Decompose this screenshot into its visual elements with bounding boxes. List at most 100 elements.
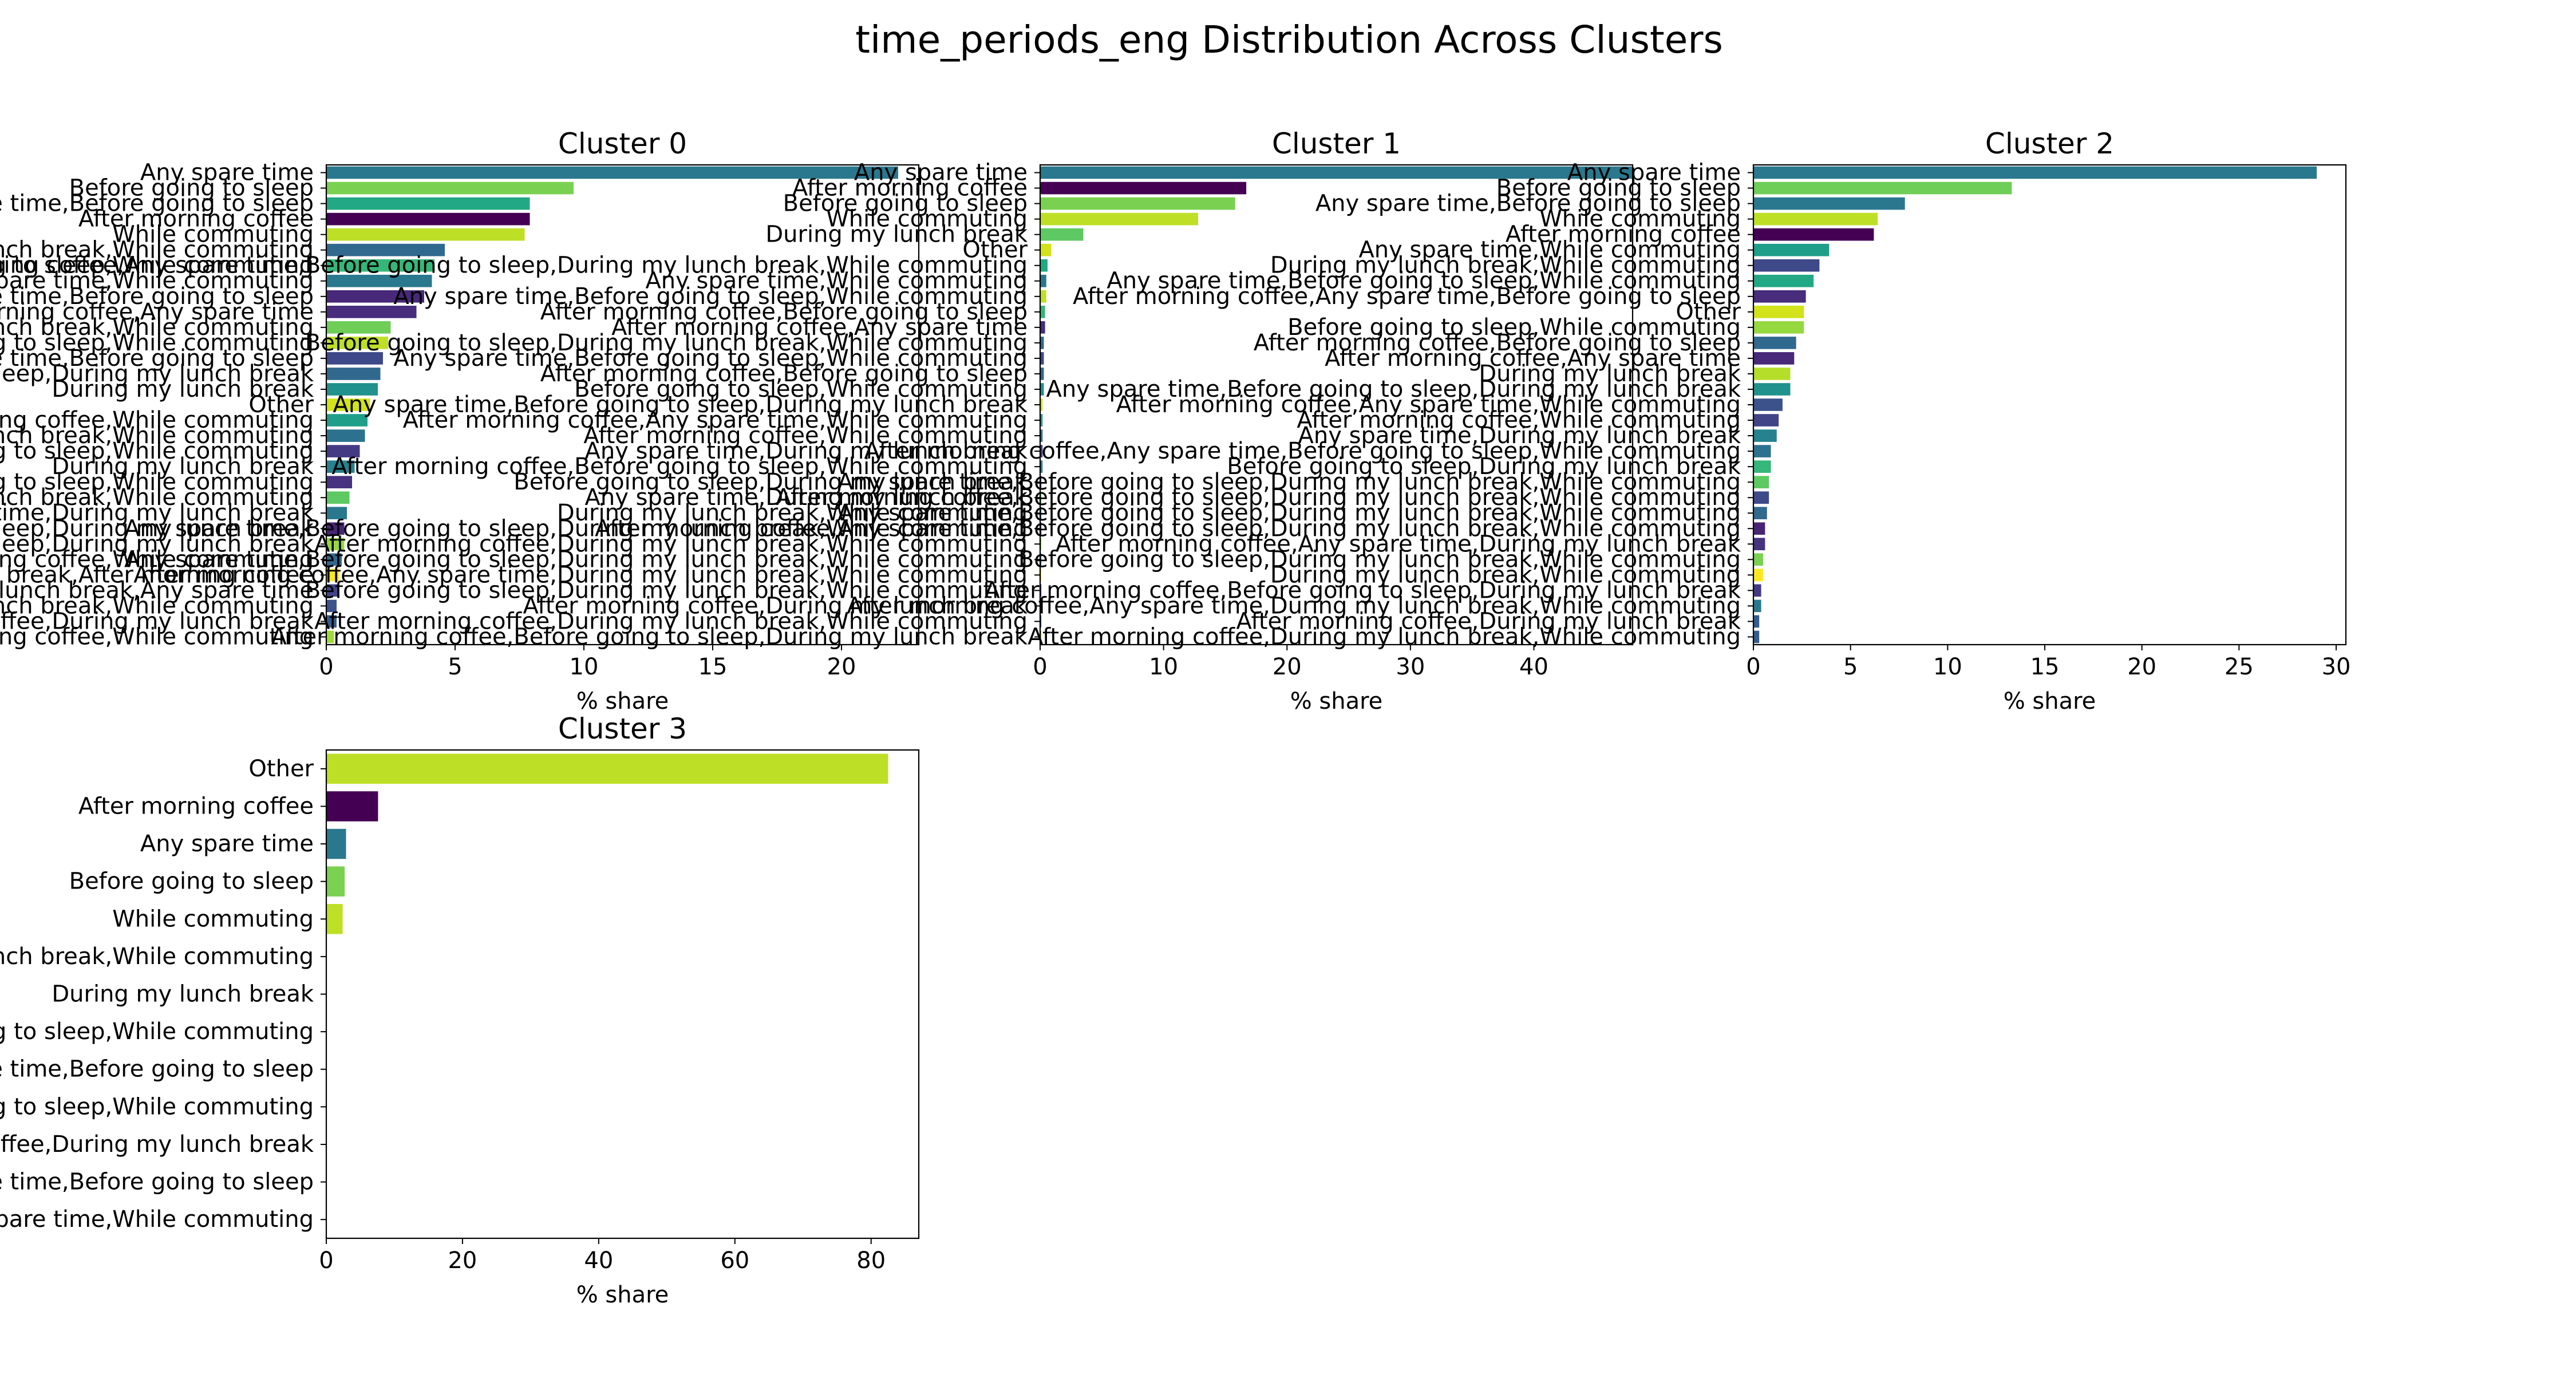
y-tick-label: During my lunch break,While commuting	[0, 423, 314, 449]
x-tick-label: 80	[856, 1247, 886, 1274]
y-tick-label: Any spare time,Before going to sleep	[0, 191, 314, 217]
y-tick-label: Before going to sleep,While commuting	[0, 438, 314, 464]
bar	[1753, 615, 1760, 628]
bar	[1753, 181, 2012, 195]
y-tick-label: Any spare time,Before going to sleep,Whi…	[1107, 268, 1741, 294]
y-tick-label: After morning coffee	[78, 793, 314, 819]
x-tick-label: 5	[1843, 654, 1858, 680]
y-tick-label: Before going to sleep,While commuting	[0, 1093, 314, 1120]
bar	[1753, 166, 2317, 179]
bar	[1753, 522, 1765, 535]
x-tick-label: 40	[584, 1247, 613, 1274]
bar	[1040, 460, 1043, 473]
y-tick-label: Any spare time,While commuting	[0, 268, 314, 294]
y-tick-label: Before going to sleep	[1496, 175, 1741, 202]
y-tick-label: Before going to sleep,During my lunch br…	[513, 469, 1028, 495]
bar	[326, 445, 360, 457]
y-tick-label: After morning coffee,Any spare time,Whil…	[1116, 392, 1741, 418]
bar	[1040, 321, 1045, 334]
subplot-title: Cluster 1	[1272, 127, 1401, 160]
y-tick-label: After morning coffee,While commuting	[0, 623, 314, 650]
bar	[326, 181, 574, 195]
bar	[326, 352, 383, 365]
y-tick-label: Any spare time	[140, 160, 314, 186]
y-tick-label: During my lunch break	[52, 376, 314, 402]
y-tick-label: During my lunch break,While commuting	[557, 500, 1028, 526]
bar	[326, 615, 337, 628]
bar	[326, 522, 345, 535]
y-tick-label: After morning coffee,Any spare time,Befo…	[864, 438, 1741, 464]
bar	[326, 274, 432, 287]
bar	[326, 368, 381, 380]
y-tick-label: Before going to sleep,During my lunch br…	[0, 562, 314, 588]
bar	[1040, 429, 1043, 442]
bar-group	[1753, 166, 2317, 643]
y-tick-label: After morning coffee,Before going to sle…	[776, 484, 1741, 511]
x-tick-label: 15	[698, 654, 728, 680]
x-tick-label: 40	[1519, 654, 1548, 680]
y-tick-label: Before going to sleep	[69, 868, 314, 895]
bar	[1753, 568, 1763, 582]
bar	[1753, 243, 1830, 256]
bar	[326, 337, 388, 349]
y-tick-label: After morning coffee	[792, 175, 1028, 202]
bar	[1753, 228, 1874, 241]
x-tick-label: 20	[827, 654, 856, 680]
y-tick-label: Any spare time	[1567, 160, 1741, 186]
y-tick-label: After morning coffee	[78, 206, 314, 232]
y-tick-label: During my lunch break,While commuting	[0, 237, 314, 263]
bar	[326, 791, 378, 822]
x-tick-label: 5	[448, 654, 462, 680]
bar	[1753, 599, 1761, 613]
y-tick-label: After morning coffee,Any spare time,Befo…	[0, 252, 1028, 279]
y-tick-label: After morning coffee,Any spare time	[611, 314, 1028, 341]
bar	[1753, 290, 1806, 303]
y-tick-label: Before going to sleep,During my lunch br…	[0, 515, 314, 542]
y-tick-label: Before going to sleep	[783, 191, 1028, 217]
bar	[326, 197, 530, 210]
bar	[1040, 197, 1235, 210]
y-tick-label: After morning coffee	[1506, 222, 1741, 248]
x-tick-label: 20	[2127, 654, 2156, 680]
bar	[1753, 630, 1760, 643]
y-tick-label: Any spare time,Before going to sleep	[0, 1169, 314, 1195]
y-tick-label: After morning coffee,While commuting	[0, 546, 314, 572]
y-tick-label: After morning coffee,During my lunch bre…	[523, 593, 1028, 619]
bar	[326, 166, 898, 179]
x-axis-label: % share	[2004, 688, 2096, 714]
y-tick-label: After morning coffee,During my lunch bre…	[314, 531, 1028, 557]
bar	[1040, 383, 1044, 396]
bar	[1753, 414, 1779, 427]
bar	[326, 212, 530, 226]
y-tick-label: Before going to sleep,While commuting	[0, 469, 314, 495]
bar	[1753, 197, 1905, 210]
bar	[1753, 538, 1765, 551]
y-tick-label: Any spare time,While commuting	[645, 268, 1028, 294]
x-tick-label: 0	[1033, 654, 1047, 680]
x-tick-label: 30	[2322, 654, 2351, 680]
y-tick-label: Other	[1676, 299, 1741, 325]
bar	[1753, 553, 1763, 566]
bar	[326, 429, 365, 442]
bar	[1753, 212, 1878, 226]
y-tick-label: While commuting	[112, 906, 314, 932]
bar	[1040, 368, 1044, 380]
bar	[1040, 398, 1043, 411]
y-tick-label: Any spare time,While commuting	[1358, 237, 1741, 263]
y-tick-label: Any spare time,During my lunch break	[585, 484, 1028, 511]
y-tick-label: After morning coffee,Before going to sle…	[540, 361, 1028, 387]
y-tick-label: After morning coffee,Any spare time,Befo…	[1073, 283, 1741, 310]
y-tick-label: After morning coffee,Any spare time,Duri…	[1056, 531, 1741, 557]
x-tick-label: 15	[2030, 654, 2060, 680]
y-tick-label: After morning coffee,While commuting	[583, 423, 1028, 449]
bar	[1040, 337, 1044, 349]
y-tick-label: Any spare time,Before going to sleep	[0, 1056, 314, 1083]
bar-group	[326, 166, 898, 643]
y-tick-label: After morning coffee,During my lunch bre…	[1236, 608, 1741, 634]
y-tick-label: During my lunch break	[765, 222, 1028, 248]
y-tick-label: Any spare time,Before going to sleep	[1315, 191, 1741, 217]
y-tick-label: During my lunch break	[52, 453, 314, 480]
